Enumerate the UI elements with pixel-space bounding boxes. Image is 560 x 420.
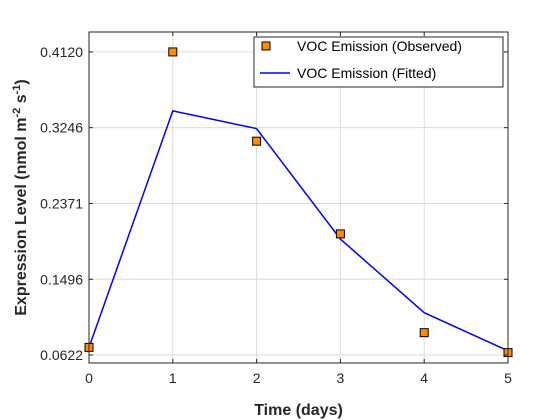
legend-box — [253, 36, 504, 88]
y-tick-label: 0.0622 — [40, 347, 83, 363]
y-tick-label: 0.4120 — [40, 44, 83, 60]
y-axis-label-sup2: -1 — [11, 85, 23, 95]
y-axis-label-end: ) — [13, 79, 30, 84]
legend-label-fitted: VOC Emission (Fitted) — [297, 65, 436, 81]
data-point-observed — [419, 328, 429, 338]
y-tick-label: 0.3246 — [40, 120, 83, 136]
x-tick-label: 3 — [337, 370, 345, 386]
y-axis-label-base: Expression Level (nmol m — [13, 117, 30, 315]
x-tick-label: 0 — [85, 370, 93, 386]
series-line-fitted — [88, 109, 509, 352]
plot-frame — [88, 31, 509, 364]
x-tick-label: 4 — [420, 370, 428, 386]
x-tick-label: 2 — [253, 370, 261, 386]
data-point-observed — [335, 229, 345, 239]
data-point-observed — [252, 136, 262, 146]
ticks: 0 1 2 3 4 5 0.0622 0.1496 0.2371 0.3246 0.4120 — [40, 32, 512, 386]
legend-marker-observed — [261, 41, 271, 51]
y-axis-label-sup1: -2 — [11, 108, 23, 118]
x-axis-label: Time (days) — [254, 402, 343, 419]
x-tick-label: 1 — [169, 370, 177, 386]
y-tick-label: 0.2371 — [40, 195, 83, 211]
y-axis-label-mid: s — [13, 94, 30, 107]
y-axis-label: Expression Level (nmol m-2 s-1) — [11, 79, 30, 316]
legend-label-observed: VOC Emission (Observed) — [297, 38, 462, 54]
y-tick-label: 0.1496 — [40, 271, 83, 287]
data-point-observed — [168, 47, 178, 57]
legend: VOC Emission (Observed) VOC Emission (Fi… — [253, 36, 504, 88]
x-tick-label: 5 — [504, 370, 512, 386]
